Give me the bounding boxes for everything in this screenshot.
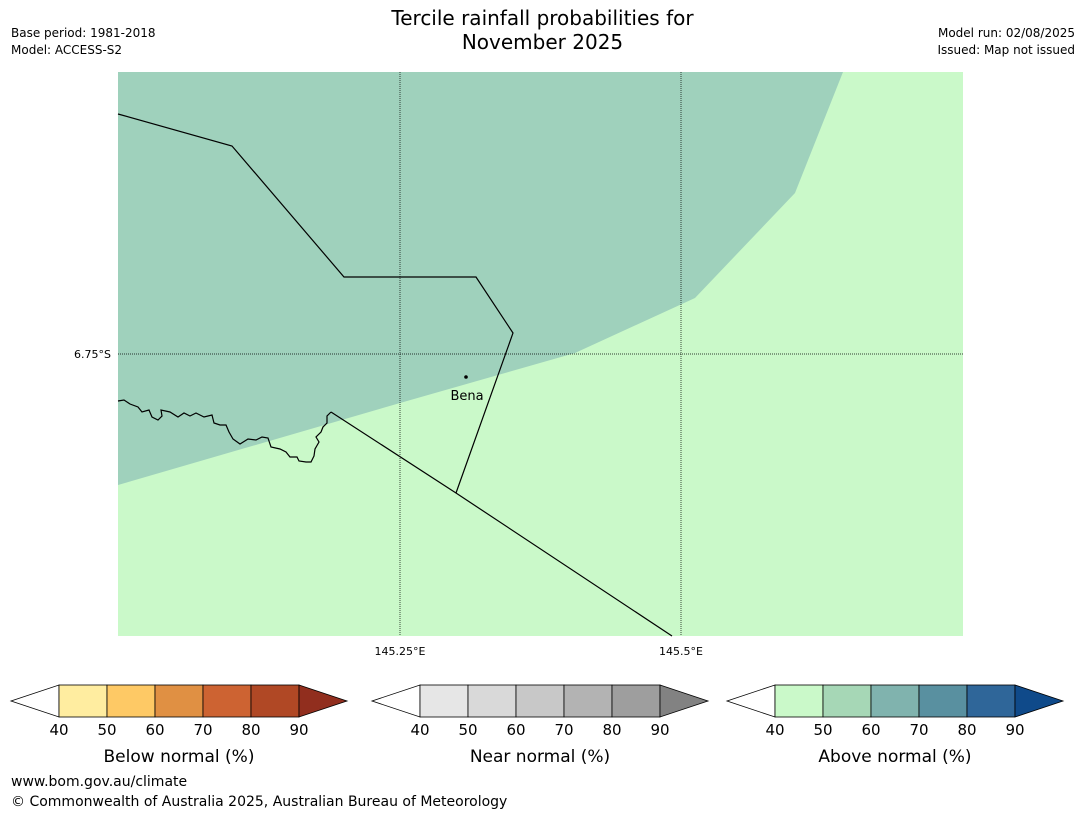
footer-url[interactable]: www.bom.gov.au/climate [11,774,188,790]
above-swatch-60-70 [870,684,920,718]
below-swatch-50-60 [106,684,156,718]
map-title: Tercile rainfall probabilities for Novem… [0,6,1085,54]
above-tick-50: 50 [813,721,832,739]
legend-near-normal: 40 50 60 70 80 90 Near normal (%) [370,684,710,767]
above-swatch-gt90 [1014,684,1065,718]
below-tick-80: 80 [241,721,260,739]
near-tick-50: 50 [458,721,477,739]
province-boundary-south [330,411,673,637]
model-run: Model run: 02/08/2025 [937,26,1075,40]
near-swatch-50-60 [467,684,517,718]
near-legend-title: Near normal (%) [470,747,610,767]
meta-left: Base period: 1981-2018 Model: ACCESS-S2 [11,25,156,59]
above-tick-90: 90 [1005,721,1024,739]
above-tick-40: 40 [765,721,784,739]
issued-status: Issued: Map not issued [937,43,1075,57]
below-swatch-lt40 [9,684,60,718]
legend-area: 40 50 60 70 80 90 Below normal (%) 40 50… [9,684,1065,767]
near-swatch-40-50 [419,684,469,718]
above-tick-60: 60 [861,721,880,739]
near-tick-70: 70 [554,721,573,739]
meta-right: Model run: 02/08/2025 Issued: Map not is… [937,25,1075,59]
lon-label-2: 145.5°E [659,645,703,658]
near-tick-90: 90 [650,721,669,739]
above-tick-80: 80 [957,721,976,739]
model-name: Model: ACCESS-S2 [11,43,123,57]
above-swatch-70-80 [918,684,968,718]
above-swatch-50-60 [822,684,872,718]
title-line-1: Tercile rainfall probabilities for [391,6,694,30]
province-boundary [117,113,514,494]
near-swatch-gt90 [659,684,710,718]
below-tick-50: 50 [97,721,116,739]
above-swatch-40-50 [774,684,824,718]
above-swatch-lt40 [725,684,776,718]
below-swatch-80-90 [250,684,300,718]
title-line-2: November 2025 [461,30,624,54]
near-swatch-80-90 [611,684,661,718]
bena-dot [464,375,468,379]
near-swatch-60-70 [515,684,565,718]
near-swatch-lt40 [370,684,421,718]
below-swatch-40-50 [58,684,108,718]
below-tick-60: 60 [145,721,164,739]
bena-label: Bena [450,389,483,404]
near-tick-40: 40 [410,721,429,739]
below-swatch-60-70 [154,684,204,718]
above-legend-title: Above normal (%) [818,747,971,767]
map-canvas: Bena 6.75°S 145.25°E 145.5°E [74,72,963,658]
below-tick-90: 90 [289,721,308,739]
near-swatch-70-80 [563,684,613,718]
below-legend-title: Below normal (%) [104,747,255,767]
below-tick-40: 40 [49,721,68,739]
near-tick-60: 60 [506,721,525,739]
below-tick-70: 70 [193,721,212,739]
near-tick-80: 80 [602,721,621,739]
legend-below-normal: 40 50 60 70 80 90 Below normal (%) [9,684,349,767]
lat-label: 6.75°S [74,348,111,361]
below-swatch-70-80 [202,684,252,718]
above-swatch-80-90 [966,684,1016,718]
legend-above-normal: 40 50 60 70 80 90 Above normal (%) [725,684,1065,767]
below-swatch-gt90 [298,684,349,718]
river-line [117,399,332,463]
above-tick-70: 70 [909,721,928,739]
footer-copyright: © Commonwealth of Australia 2025, Austra… [11,794,508,810]
lon-label-1: 145.25°E [375,645,426,658]
region-above-50-60 [118,72,843,485]
base-period: Base period: 1981-2018 [11,26,156,40]
